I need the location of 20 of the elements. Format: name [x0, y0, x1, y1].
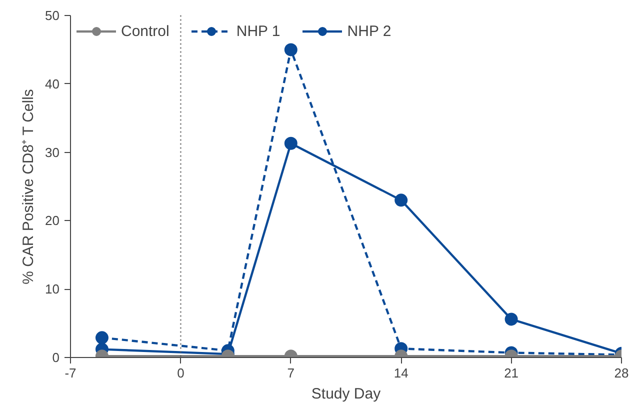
legend-label: NHP 1	[236, 22, 280, 40]
point	[284, 136, 298, 150]
x-axis-title: Study Day	[311, 386, 382, 402]
y-tick-label: 50	[45, 8, 60, 23]
x-tick-label: 0	[177, 366, 184, 380]
legend-label: Control	[121, 22, 170, 40]
y-tick-label: 10	[45, 282, 60, 297]
x-tick-label: 28	[614, 366, 629, 380]
y-tick-label: 0	[52, 350, 60, 365]
y-tick-label: 30	[45, 144, 60, 160]
legend-label: NHP 2	[347, 22, 392, 40]
x-tick-label: -7	[64, 366, 76, 380]
x-tick-label: 14	[394, 366, 408, 380]
point	[284, 43, 298, 56]
y-tick-label: 20	[45, 213, 60, 228]
y-tick-label: 40	[45, 76, 60, 92]
x-tick-label: 21	[504, 366, 519, 380]
x-tick-label: 7	[287, 366, 295, 380]
y-axis-title: % CAR Positive CD8⁺ T Cells	[20, 89, 38, 284]
point	[394, 194, 408, 207]
